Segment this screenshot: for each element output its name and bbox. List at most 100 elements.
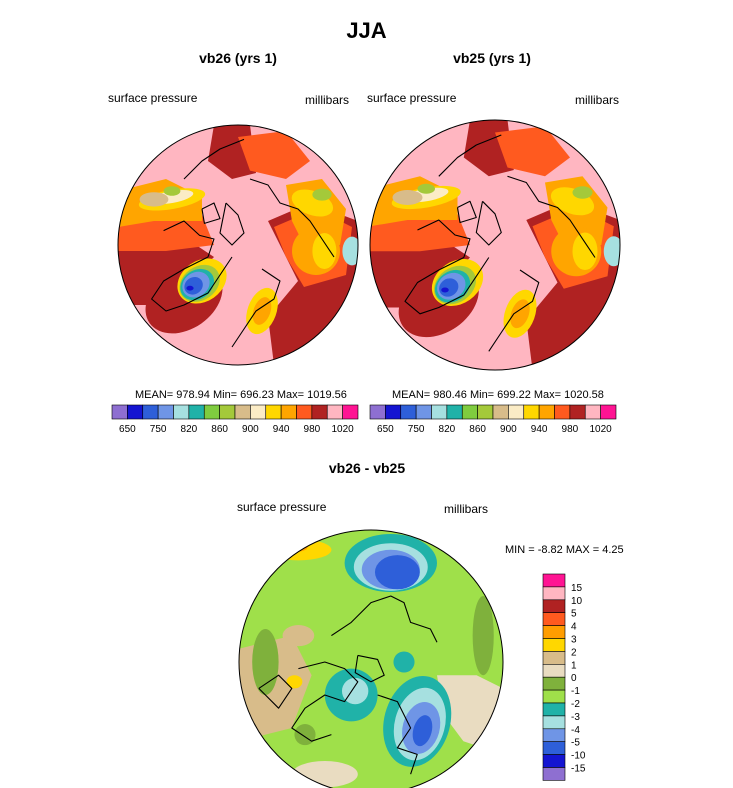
panel3-colorbar-label: -2 [571,699,580,710]
panel2-contour-fill [603,236,620,267]
panel2-colorbar-box [554,404,571,420]
panel3-coastline [291,661,359,742]
panel1-coastline [183,138,245,180]
panel1-contour-fill [312,188,332,201]
panel2-contour-fill [392,190,423,205]
panel1-coastline [201,202,221,224]
panel3-colorbar-box [542,741,566,755]
panel1-colorbar-box [219,404,236,420]
panel2-colorbar-box [369,404,386,420]
panel1-contour-fill [186,285,194,291]
panel2-colorbar-label: 860 [469,424,486,435]
panel2-title: vb25 (yrs 1) [453,50,531,66]
panel2-colorbar-label: 900 [500,424,517,435]
panel1-coastline [219,202,245,246]
panel2-colorbar-box [523,404,540,420]
panel2-coastline [404,219,490,315]
panel2-colorbar-box [508,404,525,420]
panel2-colorbar-label: 650 [377,424,394,435]
panel3-contour-fill [252,629,279,695]
panel2-field [370,120,620,370]
panel3-colorbar-label: -15 [571,764,586,775]
panel3-colorbar-box [542,573,566,588]
panel1-colorbar-box [342,404,359,420]
panel1-colorbar-label: 940 [273,424,290,435]
panel3-coastline [331,595,438,643]
panel3-contour-fill [412,715,433,747]
panel1-contour-fill [139,192,169,207]
panel1-coastline [231,268,281,348]
panel2-contour-fill [441,287,449,293]
panel3-colorbar-label: 3 [571,635,577,646]
panel3-contour-fill [275,541,308,553]
panel1-variable-label: surface pressure [108,91,198,105]
panel3-contour-fill [374,555,420,590]
panel3-contour-fill [265,539,332,561]
panel1-colorbar-box [111,404,128,420]
panel1-field [118,125,358,365]
panel3-colorbar-box [542,702,566,717]
panel3-colorbar-label: -1 [571,686,580,697]
panel1-colorbar-label: 650 [119,424,136,435]
panel3-contour-fill [393,651,415,673]
panel1-coastline [151,220,233,312]
panel2-variable-label: surface pressure [367,91,457,105]
panel1-contour-fill [342,236,358,266]
panel3-contour-fill [472,596,494,676]
panel3-colorbar-label: 4 [571,622,577,633]
panel3-stats: MIN = -8.82 MAX = 4.25 [505,544,624,556]
panel3-colorbar-box [542,625,566,639]
panel3-colorbar-box [542,612,566,626]
panel3-colorbar-label: -5 [571,738,580,749]
panel1-colorbar-box [311,404,328,420]
panel3-colorbar-box [542,754,566,768]
panel3-colorbar-box [542,676,566,691]
panel3-colorbar-box [542,651,566,665]
panel3-units-label: millibars [444,502,489,516]
panel1-colorbar-label: 1020 [332,424,355,435]
panel3-colorbar-box [542,663,566,678]
panel3-colorbar-box [542,586,566,601]
panel1-colorbar-box [326,404,343,420]
panel2-colorbar-label: 750 [408,424,425,435]
panel3-contour-fill [294,724,316,746]
panel2-coastline [475,200,502,246]
panel2-contour-fill [417,183,435,194]
panel2-colorbar-box [569,404,586,420]
panel1-contour-fill [312,233,337,269]
panel2-coastline [456,200,477,224]
panel2-colorbar-box [385,404,402,420]
panel3-colorbar-box [542,728,566,742]
panel1-colorbar-label: 750 [150,424,167,435]
panel3-colorbar-box [542,767,566,781]
panel2-map-border [369,119,621,371]
panel1-units-label: millibars [305,93,350,107]
panel1-colorbar-box [142,404,159,420]
panel1-colorbar-label: 860 [211,424,228,435]
panel1-map-border [117,124,359,366]
panel3-colorbar-label: 10 [571,596,583,607]
panel3-variable-label: surface pressure [237,500,327,514]
panel1-colorbar-box [280,404,297,420]
panel1-title: vb26 (yrs 1) [199,50,277,66]
panel2-colorbar-label: 980 [562,424,579,435]
panel3-colorbar-label: 0 [571,673,577,684]
panel3-colorbar-box [542,689,566,704]
panel1-colorbar-box [234,404,251,420]
panel1-contour-fill [238,131,310,179]
panel2-colorbar-label: 820 [439,424,456,435]
panel3-title: vb26 - vb25 [328,460,406,476]
panel2-colorbar-box [446,404,463,420]
figure-title: JJA [346,18,387,43]
panel3-map-border [238,529,504,788]
panel3-coastline [377,694,418,775]
panel2-stats: MEAN= 980.46 Min= 699.22 Max= 1020.58 [392,389,604,401]
panel3-colorbar-box [542,638,566,652]
panel1-colorbar-box [127,404,144,420]
panel1-colorbar-label: 980 [304,424,321,435]
panel2-colorbar-box [477,404,494,420]
panel2-colorbar-box [400,404,417,420]
panel2-colorbar-box [415,404,432,420]
panel2-colorbar-box [584,404,601,420]
